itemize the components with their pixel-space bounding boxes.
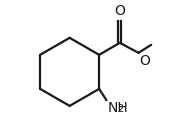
Text: O: O [139, 54, 150, 68]
Text: O: O [114, 4, 125, 18]
Text: NH: NH [107, 101, 128, 115]
Text: 2: 2 [117, 104, 123, 114]
